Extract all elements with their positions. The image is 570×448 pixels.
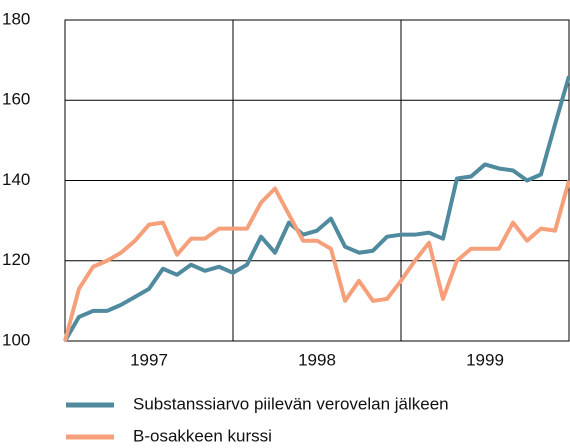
legend-label: B-osakkeen kurssi [133,426,272,445]
y-tick-label: 140 [2,170,30,189]
series-line [63,179,570,342]
y-tick-label: 180 [2,9,30,28]
y-tick-label: 100 [2,330,30,349]
y-tick-label: 120 [2,250,30,269]
y-tick-label: 160 [2,90,30,109]
x-tick-label: 1999 [466,350,504,369]
x-tick-label: 1998 [298,350,336,369]
legend-label: Substanssiarvo piilevän verovelan jälkee… [133,394,449,413]
x-tick-label: 1997 [130,350,168,369]
series-line [63,75,570,343]
